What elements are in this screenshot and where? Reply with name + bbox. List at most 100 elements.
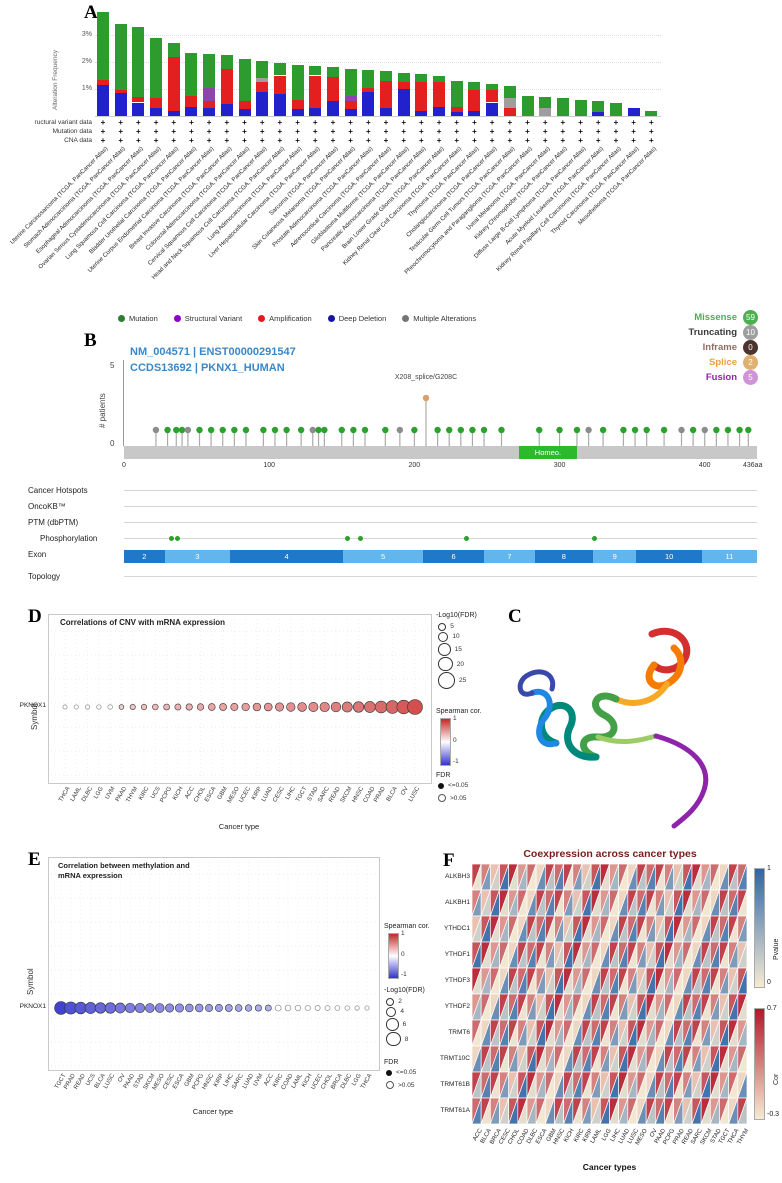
plus-mark: +	[383, 127, 389, 136]
bar-segment	[167, 43, 180, 57]
bar-segment	[203, 53, 216, 88]
plus-mark: +	[259, 118, 265, 127]
plus-mark: +	[489, 118, 495, 127]
legend-item: Multiple Alterations	[402, 314, 476, 323]
count-label: Truncating	[688, 327, 737, 338]
y-tick-label: 3%	[81, 31, 92, 38]
count-label: Missense	[694, 312, 737, 323]
bar-segment	[220, 103, 233, 116]
plus-mark: +	[312, 127, 318, 136]
size-legend-value: 15	[454, 645, 462, 653]
plus-mark: +	[206, 127, 212, 136]
exon-segment: 3	[164, 550, 230, 563]
bar-segment	[220, 55, 233, 69]
bar-segment	[627, 107, 640, 116]
panel-e-plot-area	[48, 857, 380, 1071]
plus-mark: +	[171, 136, 177, 145]
bar-segment	[185, 52, 198, 96]
plus-mark: +	[295, 136, 300, 145]
plus-mark: +	[613, 127, 619, 136]
count-label: Fusion	[705, 372, 737, 383]
plus-mark: +	[383, 118, 389, 127]
legend-dot	[173, 315, 181, 322]
bar-segment	[291, 99, 304, 110]
bar-segment	[380, 71, 392, 81]
size-legend-value: 20	[456, 660, 465, 668]
plus-mark: +	[419, 136, 424, 145]
bar-segment	[468, 82, 481, 91]
plus-mark: +	[100, 127, 106, 136]
plus-mark: +	[348, 118, 353, 127]
plus-mark: +	[242, 127, 247, 136]
cor-tick-top: 0.7	[767, 1005, 777, 1012]
x-tick-label: LGG	[93, 786, 106, 800]
bar-segment	[203, 101, 216, 108]
plus-mark: +	[542, 118, 548, 127]
plus-mark: +	[348, 136, 353, 145]
plus-mark: +	[136, 127, 141, 136]
plus-mark: +	[542, 127, 548, 136]
gene-row-label: TRMT61B	[440, 1081, 470, 1088]
plus-mark: +	[507, 136, 513, 145]
plus-mark: +	[136, 136, 141, 145]
panel-c-letter: C	[508, 606, 522, 627]
bar-segment	[273, 75, 286, 95]
plus-mark: +	[525, 118, 530, 127]
plus-mark: +	[525, 127, 530, 136]
exon-segment: 4	[229, 550, 344, 563]
size-legend-value: 2	[398, 998, 402, 1006]
bar-segment	[97, 84, 109, 116]
fdr-sig-dot	[386, 1069, 392, 1076]
coexpression-heatmap	[471, 863, 748, 1125]
bar-segment	[468, 90, 481, 111]
x-tick-label: 436aa	[743, 462, 763, 469]
cor-tick-1: 1	[453, 715, 457, 722]
bar-segment	[273, 63, 286, 76]
bar-segment	[114, 24, 127, 91]
plus-mark: +	[206, 136, 212, 145]
legend-dot	[258, 315, 266, 322]
plus-mark: +	[206, 118, 212, 127]
panel-e-size-legend: 2 4 6 8	[386, 997, 408, 1047]
fdr-ns-label: >0.05	[398, 1081, 415, 1089]
phosphorylation-site-dot	[345, 536, 351, 541]
bar-segment	[114, 90, 127, 94]
bar-segment	[238, 59, 251, 102]
plus-mark: +	[330, 127, 336, 136]
bar-segment	[450, 111, 463, 116]
plus-mark: +	[277, 127, 283, 136]
mutation-annotation: X208_splice/G208C	[394, 374, 458, 381]
size-legend-item: 6	[386, 1018, 408, 1032]
mutation-count-row: Fusion 5	[648, 370, 758, 385]
track-line	[124, 490, 757, 491]
mutation-type-legend: Mutation Structural Variant Amplification D…	[118, 314, 476, 323]
track-label: Cancer Hotspots	[28, 486, 88, 495]
panel-d-gene-label: PKNOX1	[19, 702, 46, 709]
bar-segment	[309, 66, 322, 76]
panel-e-cor-legend-title: Spearman cor.	[384, 923, 430, 930]
plus-mark: +	[118, 127, 124, 136]
bar-segment	[486, 90, 499, 103]
y-tick-5: 5	[110, 361, 115, 370]
phosphorylation-site-dot	[591, 536, 597, 541]
gene-row-label: ALKBH1	[445, 899, 470, 906]
y-tick-label: 1%	[81, 85, 92, 92]
x-tick-label: OV	[400, 786, 410, 797]
mutation-count-row: Missense 59	[648, 310, 758, 325]
fdr-ns-item: >0.05	[438, 794, 466, 802]
plus-mark: +	[595, 127, 601, 136]
plus-mark: +	[312, 136, 318, 145]
legend-item: Structural Variant	[173, 314, 242, 323]
bar-segment	[397, 89, 410, 116]
plus-mark: +	[365, 127, 371, 136]
bar-segment	[238, 109, 251, 116]
plus-mark: +	[419, 118, 424, 127]
y-tick-label: 2%	[81, 58, 92, 65]
bar-segment	[503, 98, 516, 108]
bar-segment	[380, 80, 392, 108]
plus-mark: +	[578, 136, 583, 145]
bar-segment	[185, 106, 198, 116]
mutation-count-legend: Missense 59 Truncating 10 Inframe 0 Splice 2 Fus…	[648, 310, 758, 385]
plus-mark: +	[648, 118, 654, 127]
